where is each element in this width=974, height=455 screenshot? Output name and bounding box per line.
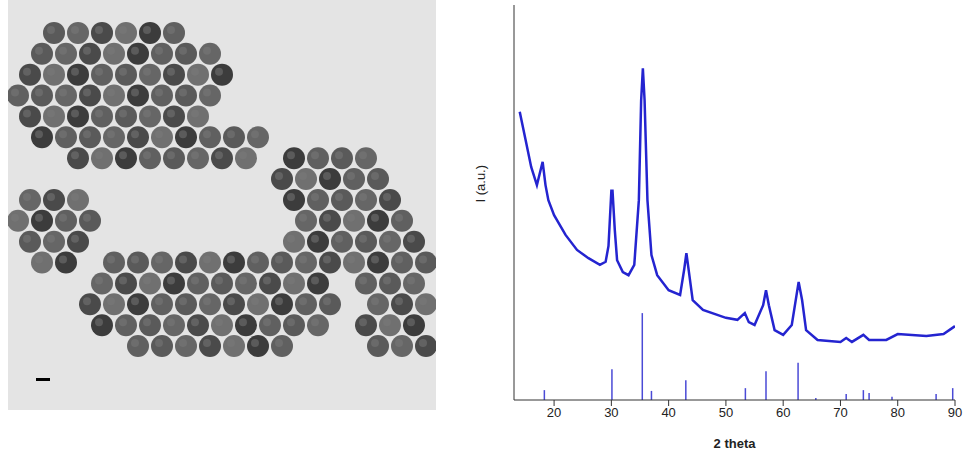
svg-text:40: 40 <box>661 405 675 420</box>
svg-text:20: 20 <box>547 405 561 420</box>
svg-text:50: 50 <box>719 405 733 420</box>
svg-text:90: 90 <box>948 405 962 420</box>
svg-text:30: 30 <box>604 405 618 420</box>
svg-text:60: 60 <box>776 405 790 420</box>
svg-text:2 theta: 2 theta <box>714 436 757 451</box>
svg-text:I (a.u.): I (a.u.) <box>473 165 488 203</box>
svg-text:80: 80 <box>890 405 904 420</box>
svg-text:70: 70 <box>833 405 847 420</box>
